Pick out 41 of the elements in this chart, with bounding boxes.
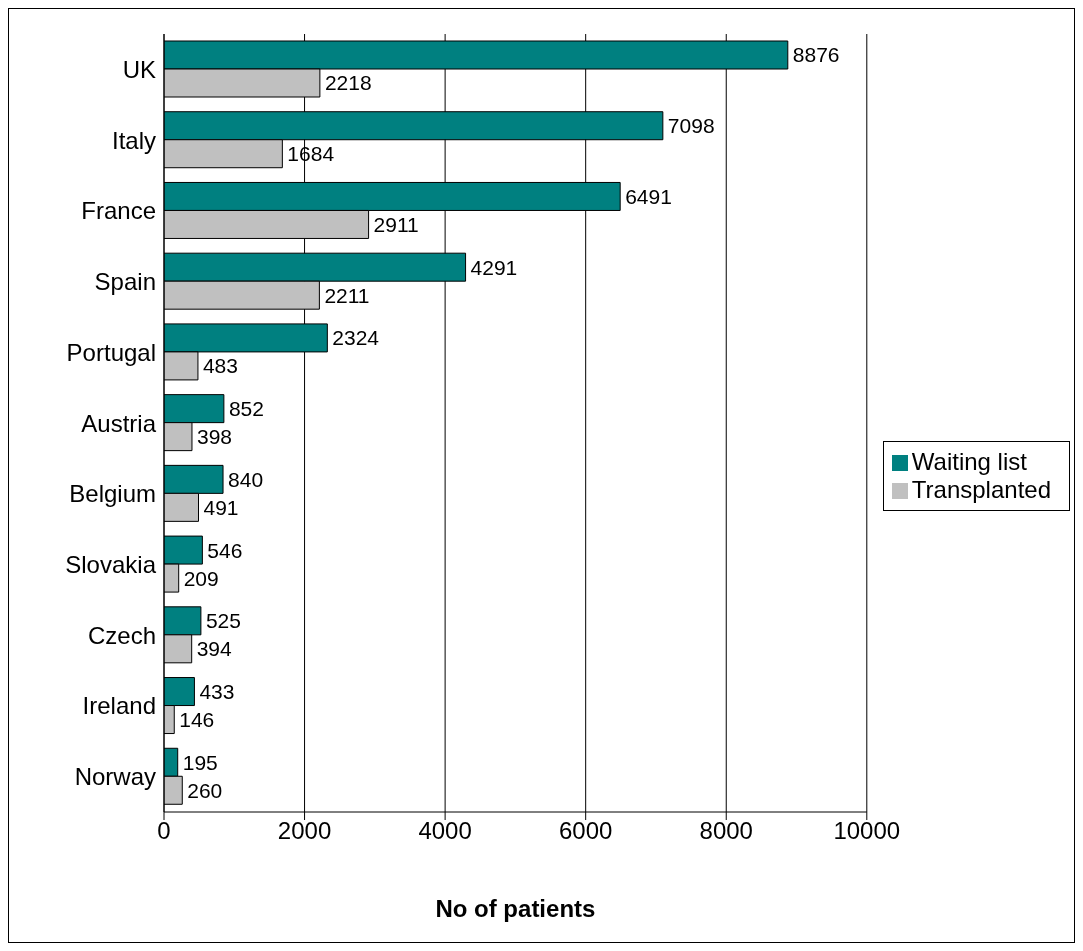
data-label: 491: [203, 495, 239, 519]
data-label: 2324: [332, 326, 380, 350]
data-label: 852: [228, 397, 264, 421]
data-label: 4291: [470, 255, 518, 279]
data-label: 398: [196, 425, 233, 449]
y-tick-label: Italy: [111, 126, 156, 154]
data-label: 2211: [324, 283, 370, 307]
data-label: 433: [199, 680, 235, 703]
data-label: 146: [179, 708, 215, 731]
y-tick-label: Ireland: [82, 692, 156, 720]
data-label: 7098: [667, 114, 715, 138]
data-label: 525: [205, 609, 241, 633]
data-label: 2218: [324, 71, 372, 95]
y-tick-label: France: [81, 197, 156, 225]
y-tick-label: Norway: [74, 763, 156, 791]
data-label: 6491: [625, 184, 672, 208]
y-tick-label: Czech: [87, 621, 156, 649]
data-label: 394: [196, 637, 233, 661]
y-tick-label: Slovakia: [65, 550, 157, 578]
x-tick-label: 4000: [418, 817, 472, 845]
data-label: 8876: [792, 43, 840, 67]
x-tick-label: 6000: [558, 817, 613, 845]
y-tick-label: UK: [122, 55, 156, 83]
data-label: 209: [183, 566, 219, 590]
x-tick-label: 10000: [833, 817, 901, 845]
data-label: 546: [207, 538, 243, 562]
legend-label: Transplanted: [911, 475, 1051, 503]
data-label: 483: [202, 354, 238, 378]
data-label: 260: [187, 778, 223, 802]
x-tick-label: 0: [157, 817, 171, 845]
y-tick-label: Portugal: [66, 338, 156, 366]
data-label: 840: [228, 467, 264, 491]
y-tick-label: Belgium: [69, 480, 156, 508]
x-axis-title: No of patients: [435, 895, 596, 922]
legend-label: Waiting list: [911, 447, 1027, 475]
x-tick-label: 2000: [277, 817, 332, 845]
y-tick-label: Austria: [81, 409, 157, 437]
data-label: 2911: [373, 212, 419, 236]
y-tick-label: Spain: [94, 268, 156, 296]
data-label: 195: [182, 750, 218, 774]
x-tick-label: 8000: [699, 817, 753, 845]
